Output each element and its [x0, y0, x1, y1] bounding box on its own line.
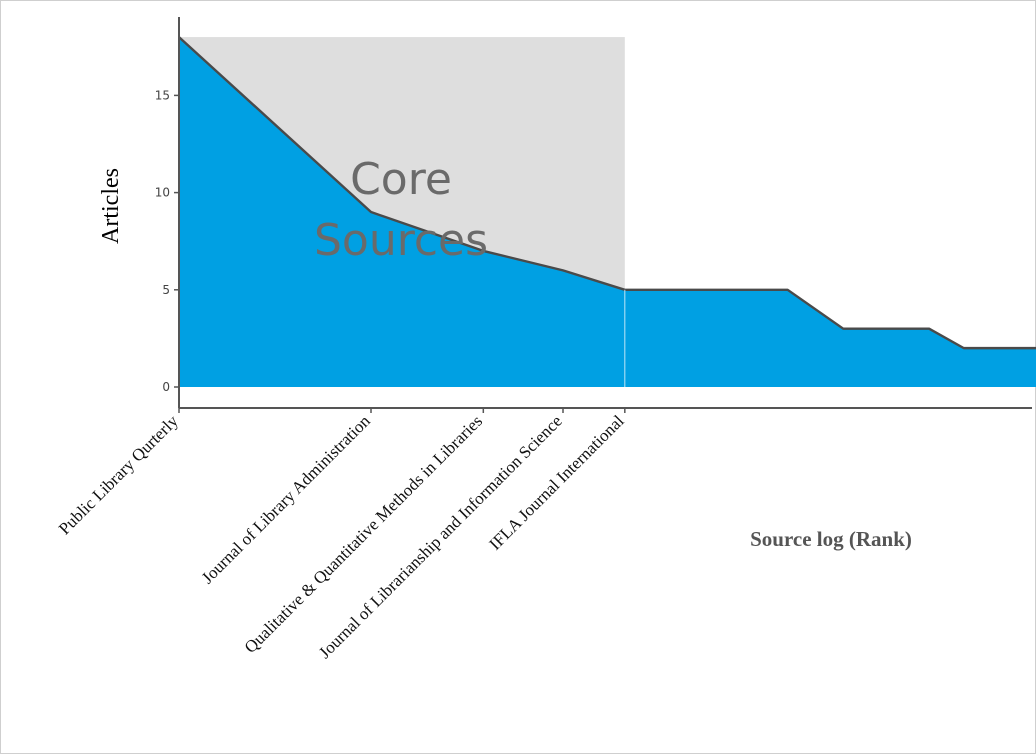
area-fill	[179, 37, 1036, 387]
core-label-line2: Sources	[314, 215, 488, 266]
x-axis-title: Source log (Rank)	[750, 527, 912, 551]
area-outline	[178, 36, 1036, 350]
core-label-line1: Core	[350, 154, 452, 205]
plot-layer	[178, 36, 1036, 388]
y-tick-label: 0	[162, 380, 170, 394]
y-tick-label: 15	[155, 88, 170, 102]
y-axis-title: Articles	[98, 168, 124, 244]
y-tick-label: 10	[155, 186, 170, 200]
x-tick-label: Public Library Qurterly	[55, 411, 182, 538]
y-tick-label: 5	[162, 283, 170, 297]
